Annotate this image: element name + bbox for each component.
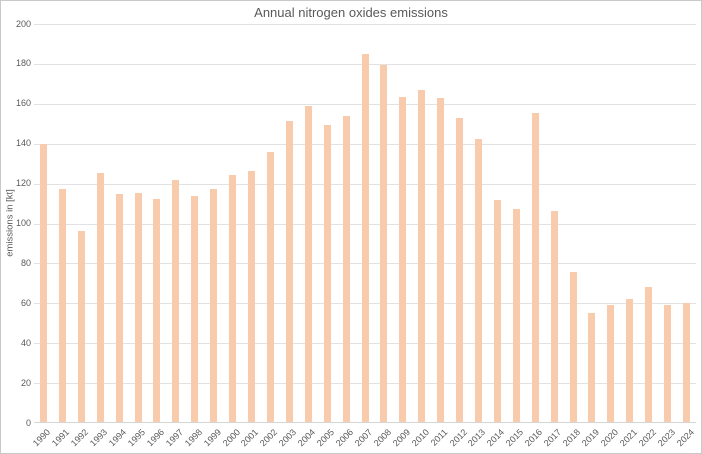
gridline-200 (34, 24, 696, 25)
bar-2006 (342, 115, 350, 422)
x-tick-label-1992: 1992 (69, 427, 91, 449)
y-tick-label-160: 160 (15, 98, 31, 109)
x-tick-label-2006: 2006 (333, 427, 356, 449)
y-tick-label-60: 60 (20, 297, 31, 308)
x-tick-label-1995: 1995 (125, 427, 148, 449)
chart-title: Annual nitrogen oxides emissions (254, 5, 448, 20)
x-tick-label-2024: 2024 (674, 427, 696, 449)
x-tick-label-2015: 2015 (504, 427, 526, 449)
x-tick-label-2003: 2003 (277, 427, 299, 449)
x-tick-label-1994: 1994 (106, 427, 129, 449)
bar-2000 (229, 174, 237, 422)
y-tick-label-140: 140 (15, 138, 31, 149)
x-tick-label-2009: 2009 (390, 427, 412, 449)
x-tick-label-2007: 2007 (352, 427, 375, 449)
x-tick-label-2012: 2012 (447, 427, 469, 449)
bar-2016 (531, 112, 539, 422)
bar-2003 (285, 120, 293, 422)
x-tick-label-2019: 2019 (579, 427, 602, 449)
bar-1997 (172, 179, 180, 422)
x-tick-label-2021: 2021 (617, 427, 639, 449)
plot-area (34, 24, 696, 423)
bar-2017 (550, 210, 558, 422)
bar-2008 (380, 64, 388, 422)
x-tick-label-2014: 2014 (485, 427, 507, 449)
x-tick-label-2017: 2017 (541, 427, 564, 449)
bar-2007 (361, 53, 369, 422)
x-tick-label-1991: 1991 (50, 427, 72, 449)
bar-2015 (512, 208, 520, 422)
bar-2014 (493, 199, 501, 422)
bar-2022 (645, 287, 653, 422)
bar-2023 (664, 305, 672, 422)
x-tick-label-2023: 2023 (655, 427, 677, 449)
bar-1990 (39, 143, 47, 422)
bar-1998 (191, 195, 199, 422)
bar-2005 (323, 124, 331, 422)
bar-2013 (474, 138, 482, 422)
bar-2004 (304, 105, 312, 422)
x-tick-label-2005: 2005 (314, 427, 337, 449)
x-tick-label-2020: 2020 (598, 427, 620, 449)
bar-1995 (134, 192, 142, 422)
x-tick-label-1990: 1990 (31, 427, 53, 449)
bar-1991 (58, 188, 66, 422)
x-tick-label-2002: 2002 (258, 427, 280, 449)
bar-2012 (456, 117, 464, 422)
bar-2020 (607, 305, 615, 422)
y-tick-label-0: 0 (25, 417, 31, 428)
x-tick-label-2018: 2018 (560, 427, 583, 449)
bar-2019 (588, 313, 596, 422)
x-tick-label-2004: 2004 (296, 427, 318, 449)
bar-1992 (77, 231, 85, 422)
x-tick-label-2013: 2013 (466, 427, 488, 449)
x-tick-label-1999: 1999 (201, 427, 223, 449)
x-tick-label-2010: 2010 (409, 427, 431, 449)
x-tick-label-2011: 2011 (428, 427, 450, 448)
x-tick-label-2001: 2001 (239, 427, 261, 449)
y-tick-label-20: 20 (20, 377, 31, 388)
x-tick-label-1997: 1997 (163, 427, 185, 449)
bar-2024 (683, 303, 691, 422)
x-tick-label-1996: 1996 (144, 427, 167, 449)
y-tick-label-80: 80 (20, 257, 31, 268)
y-tick-label-180: 180 (15, 58, 31, 69)
bar-2011 (437, 97, 445, 422)
x-tick-label-2000: 2000 (220, 427, 242, 449)
y-tick-label-40: 40 (20, 337, 31, 348)
x-tick-label-2022: 2022 (636, 427, 658, 449)
bar-2010 (418, 89, 426, 422)
bar-2018 (569, 272, 577, 422)
bar-2001 (248, 170, 255, 422)
bar-2002 (266, 151, 274, 422)
x-tick-label-1993: 1993 (88, 427, 110, 449)
bar-1994 (115, 193, 123, 422)
x-tick-label-2008: 2008 (371, 427, 393, 449)
bar-2021 (626, 299, 634, 422)
y-tick-label-200: 200 (15, 18, 31, 29)
bar-1993 (96, 172, 104, 422)
bar-1996 (153, 198, 161, 422)
y-tick-label-100: 100 (15, 218, 31, 228)
x-tick-label-1998: 1998 (182, 427, 204, 449)
y-tick-label-120: 120 (15, 178, 31, 189)
bar-2009 (399, 96, 407, 422)
x-tick-label-2016: 2016 (523, 427, 545, 449)
bar-1999 (210, 188, 218, 422)
